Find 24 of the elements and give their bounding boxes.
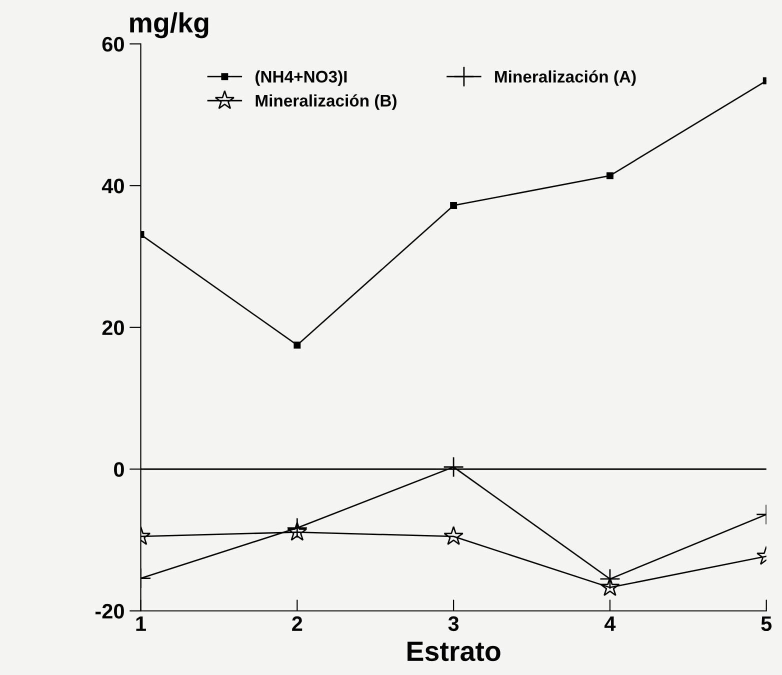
point (606, 172, 614, 180)
y-axis-title: mg/kg (130, 12, 208, 38)
y-tick-label: 40 (102, 178, 124, 194)
point (450, 202, 458, 209)
x-axis-title: Estrato (408, 642, 500, 662)
legend-label: Mineralización (B) (256, 94, 396, 110)
point (287, 522, 308, 541)
y-tick-label: -20 (95, 604, 124, 619)
point (443, 456, 464, 478)
legend-label: Mineralización (A) (495, 70, 636, 86)
legend-label: (NH4+NO3)I (256, 70, 347, 86)
x-tick-label: 3 (448, 616, 459, 632)
x-tick-label: 2 (292, 616, 302, 631)
point (600, 568, 620, 590)
x-tick-label: 4 (604, 616, 616, 631)
x-tick-label: 1 (136, 616, 146, 631)
x-tick-label: 5 (761, 616, 772, 632)
y-tick-label: 60 (102, 36, 124, 52)
y-tick-label: 0 (114, 462, 124, 477)
y-tick-label: 20 (102, 320, 124, 336)
point (600, 577, 620, 596)
point (444, 526, 464, 546)
point (286, 518, 308, 538)
point (294, 342, 301, 349)
